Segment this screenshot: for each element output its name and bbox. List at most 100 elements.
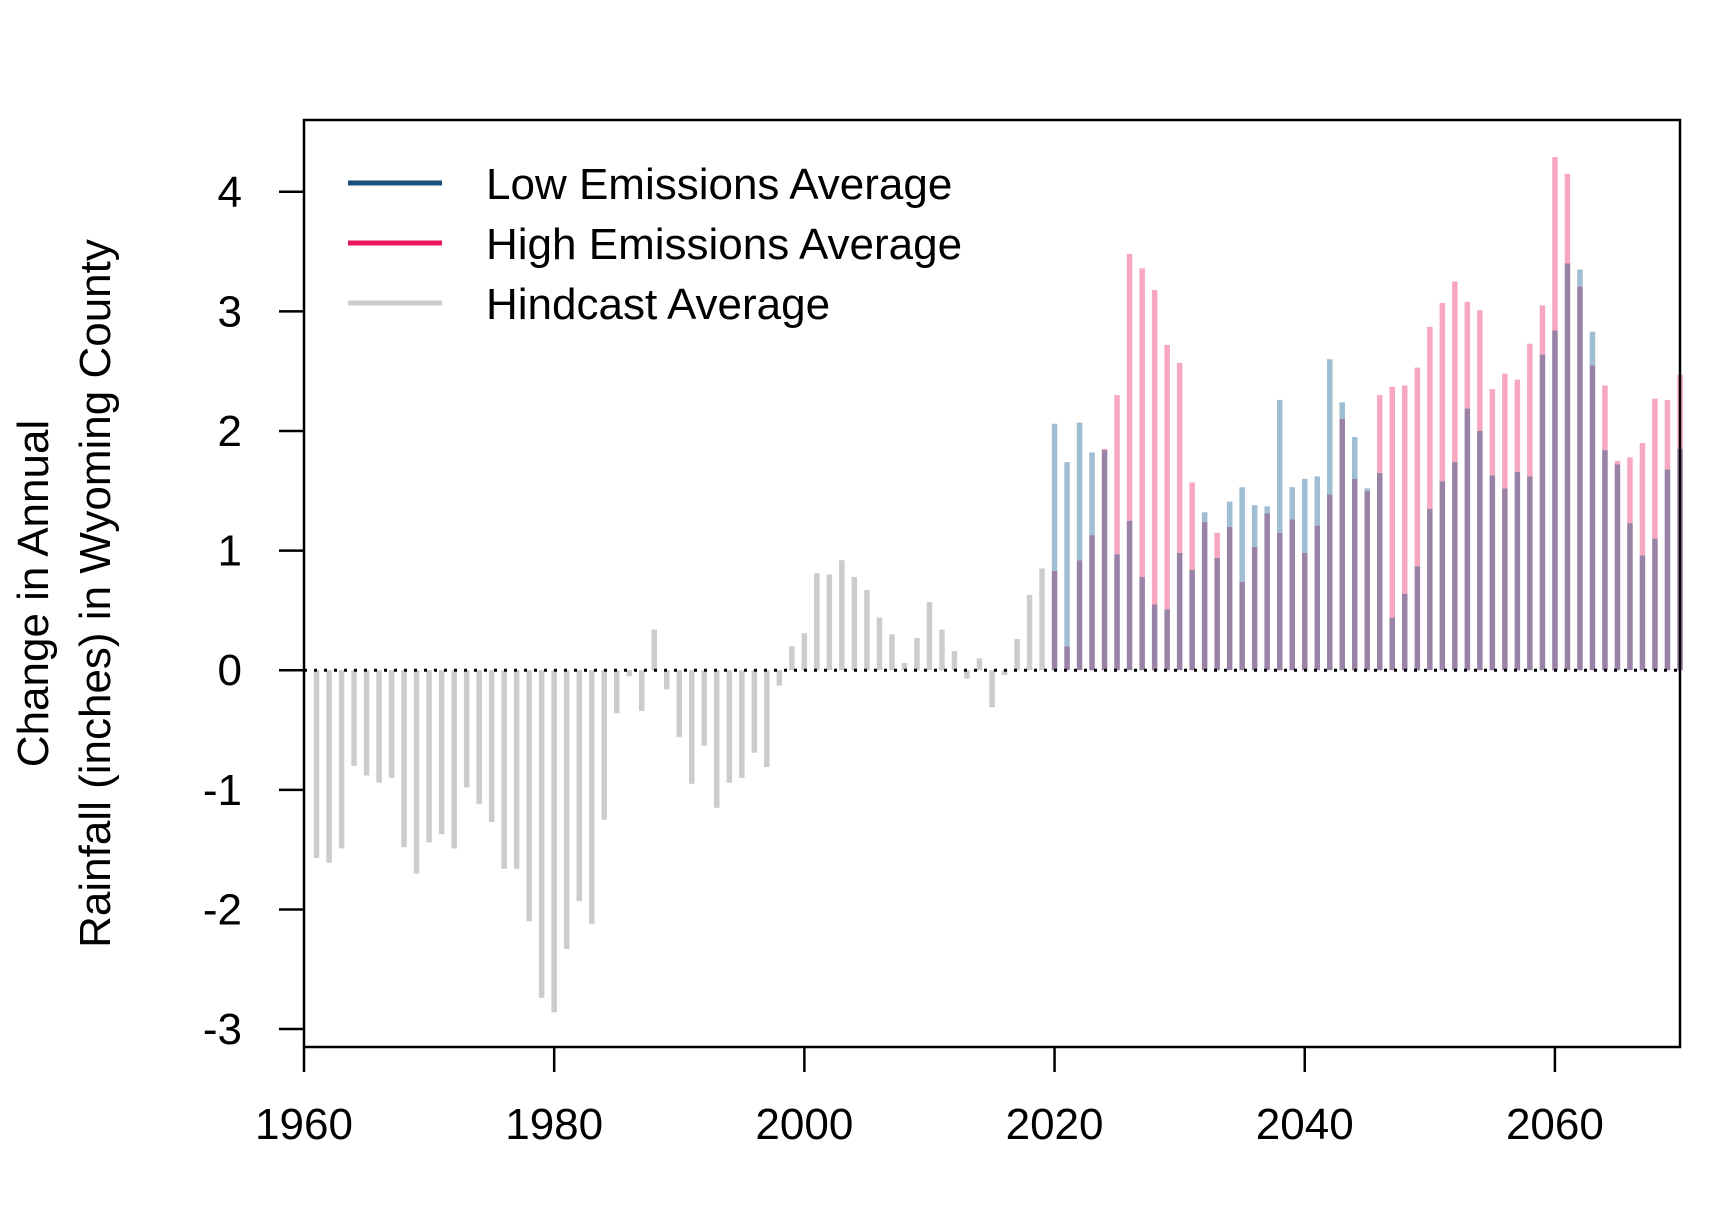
- hindcast-bar: [363, 670, 370, 776]
- hindcast-bar: [964, 670, 970, 679]
- low-emissions-bar: [1226, 501, 1233, 527]
- low-emissions-bar: [1577, 269, 1583, 287]
- hindcast-bar: [488, 670, 495, 823]
- overlap-bar: [1402, 593, 1408, 671]
- hindcast-bar: [463, 670, 470, 788]
- x-tick-label: 2000: [755, 1100, 853, 1149]
- low-emissions-bar: [1051, 423, 1058, 571]
- low-emissions-bar: [1589, 331, 1596, 366]
- high-emissions-bar: [1189, 482, 1195, 570]
- high-emissions-bar: [1164, 344, 1170, 610]
- low-emissions-bar: [1352, 437, 1358, 479]
- hindcast-bar: [639, 670, 645, 711]
- y-axis-title-line: Rainfall (inches) in Wyoming County: [71, 239, 120, 948]
- high-emissions-bar: [1452, 281, 1458, 463]
- hindcast-bar: [451, 670, 457, 849]
- high-emissions-bar: [1527, 343, 1533, 477]
- y-tick-label: 2: [218, 407, 242, 456]
- hindcast-bar: [651, 629, 657, 671]
- low-emissions-bar: [1076, 422, 1083, 561]
- overlap-bar: [1064, 646, 1070, 671]
- high-emissions-bar: [1126, 254, 1133, 521]
- hindcast-bar: [864, 590, 870, 671]
- overlap-bar: [1427, 508, 1433, 671]
- overlap-bar: [1377, 472, 1383, 671]
- high-emissions-bar: [1389, 386, 1395, 618]
- plot-frame: [302, 118, 1682, 1049]
- overlap-bar: [1652, 538, 1658, 671]
- y-tick-label: -3: [203, 1005, 242, 1054]
- hindcast-bar: [901, 663, 908, 671]
- hindcast-bar: [513, 670, 520, 869]
- overlap-bar: [1577, 286, 1583, 671]
- hindcast-bar: [589, 670, 595, 924]
- high-emissions-bar: [1502, 373, 1508, 489]
- hindcast-bar: [413, 670, 420, 874]
- overlap-bar: [1364, 490, 1370, 671]
- hindcast-bar: [676, 670, 682, 738]
- high-emissions-bar: [1464, 301, 1471, 409]
- overlap-bar: [1339, 419, 1345, 671]
- hindcast-bar: [976, 658, 983, 671]
- y-axis: -3 -2 -1 0 1 2 3 4: [203, 168, 304, 1054]
- x-tick-label: 1980: [505, 1100, 603, 1149]
- hindcast-bar: [501, 670, 507, 869]
- high-emissions-bar: [1639, 443, 1646, 556]
- y-tick-label: 3: [218, 287, 242, 336]
- overlap-bar: [1664, 469, 1671, 671]
- overlap-bar: [1527, 476, 1533, 671]
- hindcast-bar: [939, 629, 945, 671]
- overlap-bar: [1602, 450, 1608, 671]
- high-emissions-bar: [1139, 268, 1145, 577]
- overlap-bar: [1477, 431, 1483, 671]
- low-emissions-bar: [1201, 512, 1208, 522]
- overlap-bar: [1452, 462, 1458, 671]
- overlap-bar: [1164, 609, 1170, 671]
- hindcast-bar: [601, 670, 607, 820]
- overlap-bar: [1639, 555, 1646, 671]
- hindcast-bar: [563, 670, 570, 949]
- y-tick-label: 1: [218, 527, 242, 576]
- x-tick-label: 2060: [1506, 1100, 1604, 1149]
- hindcast-bar: [626, 670, 632, 677]
- overlap-bar: [1114, 554, 1120, 671]
- hindcast-bar: [889, 634, 895, 671]
- hindcast-bar: [776, 670, 783, 686]
- y-tick-label: -1: [203, 766, 242, 815]
- low-emissions-bar: [1251, 505, 1258, 548]
- overlap-bar: [1514, 471, 1521, 671]
- overlap-bar: [1189, 569, 1195, 671]
- hindcast-bar: [1001, 670, 1008, 675]
- low-emissions-bar: [1302, 478, 1308, 553]
- y-tick-label: 4: [218, 168, 242, 217]
- hindcast-bar: [839, 560, 845, 671]
- hindcast-bar: [739, 670, 745, 778]
- hindcast-bar: [576, 670, 582, 902]
- overlap-bar: [1051, 570, 1058, 671]
- hindcast-bar: [351, 670, 357, 766]
- low-emissions-bar: [1089, 452, 1095, 535]
- hindcast-bar: [951, 651, 958, 671]
- legend-label: High Emissions Average: [486, 220, 962, 269]
- overlap-bar: [1151, 604, 1158, 671]
- y-axis-title-line: Change in Annual: [9, 420, 58, 767]
- x-tick-label: 1960: [255, 1100, 353, 1149]
- high-emissions-bar: [1614, 460, 1621, 465]
- hindcast-bar: [438, 670, 445, 835]
- hindcast-bar: [476, 670, 482, 805]
- hindcast-bar: [426, 670, 432, 843]
- y-axis-title: Change in Annual Rainfall (inches) in Wyo…: [9, 239, 120, 948]
- overlap-bar: [1289, 519, 1295, 671]
- high-emissions-bar: [1489, 389, 1496, 476]
- overlap-bar: [1564, 263, 1571, 671]
- overlap-bar: [1126, 520, 1133, 671]
- x-axis: 1960 1980 2000 2020 2040 2060: [255, 1047, 1604, 1149]
- overlap-bar: [1226, 526, 1233, 671]
- hindcast-bar: [376, 670, 382, 783]
- high-emissions-bar: [1564, 173, 1571, 264]
- y-tick-label: 0: [218, 646, 242, 695]
- high-emissions-bar: [1101, 448, 1108, 451]
- low-emissions-bar: [1239, 487, 1245, 582]
- overlap-bar: [1627, 523, 1633, 671]
- hindcast-bar: [1014, 639, 1020, 671]
